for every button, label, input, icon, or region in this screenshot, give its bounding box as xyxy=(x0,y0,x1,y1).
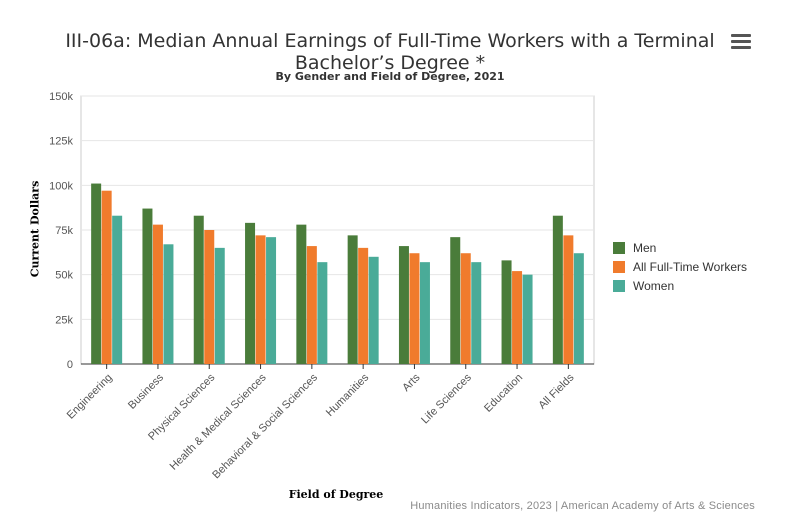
x-tick-label: Behavioral & Social Sciences xyxy=(210,371,320,481)
bar xyxy=(214,247,225,364)
bar xyxy=(512,271,523,364)
bar xyxy=(142,208,153,364)
x-tick-label: Arts xyxy=(400,371,423,394)
bar xyxy=(204,230,215,364)
bar xyxy=(419,262,430,364)
bar xyxy=(296,224,307,364)
chart-title: III-06a: Median Annual Earnings of Full-… xyxy=(65,30,715,74)
bar xyxy=(266,237,277,364)
legend-label-all: All Full-Time Workers xyxy=(633,259,748,274)
bar xyxy=(450,237,461,364)
credits[interactable]: Humanities Indicators, 2023 | American A… xyxy=(410,500,755,512)
bar xyxy=(471,262,482,364)
y-tick-label: 25k xyxy=(55,314,73,326)
bar xyxy=(501,260,512,364)
legend-label-women: Women xyxy=(633,278,675,293)
bar xyxy=(163,244,174,364)
bar xyxy=(245,222,256,364)
bar xyxy=(317,262,328,364)
bar xyxy=(563,235,574,364)
x-axis-label: Field of Degree xyxy=(288,488,384,501)
bar xyxy=(306,246,317,364)
bar xyxy=(460,253,471,364)
bar xyxy=(101,190,112,364)
legend-item-all[interactable]: All Full-Time Workers xyxy=(613,257,747,276)
bar xyxy=(522,274,533,364)
bar xyxy=(398,246,409,364)
y-axis-label: Current Dollars xyxy=(28,180,42,278)
bar xyxy=(152,224,163,364)
bar xyxy=(368,256,379,364)
y-tick-label: 100k xyxy=(49,180,73,192)
legend-swatch-all xyxy=(613,260,625,273)
bar xyxy=(552,215,563,364)
legend-swatch-men xyxy=(613,241,625,254)
bar xyxy=(193,215,204,364)
bar xyxy=(358,247,369,364)
x-tick-label: Business xyxy=(126,371,166,411)
legend-item-men[interactable]: Men xyxy=(613,238,747,257)
bar xyxy=(112,215,123,364)
x-tick-label: All Fields xyxy=(536,371,576,411)
y-tick-label: 150k xyxy=(49,91,73,103)
hamburger-menu-icon[interactable] xyxy=(731,34,751,50)
legend-swatch-women xyxy=(613,279,625,292)
x-tick-label: Engineering xyxy=(65,372,115,422)
x-tick-label: Life Sciences xyxy=(419,371,474,426)
y-tick-label: 0 xyxy=(67,359,73,371)
bar xyxy=(409,253,420,364)
x-tick-label: Health & Medical Sciences xyxy=(168,371,269,472)
y-tick-label: 75k xyxy=(55,225,73,237)
bar xyxy=(347,235,358,364)
legend-item-women[interactable]: Women xyxy=(613,276,747,295)
x-tick-label: Humanities xyxy=(324,371,372,419)
x-tick-label: Education xyxy=(482,372,525,415)
bar xyxy=(573,253,584,364)
legend-label-men: Men xyxy=(633,240,657,255)
bar xyxy=(91,183,102,364)
legend: Men All Full-Time Workers Women xyxy=(613,238,747,295)
y-tick-label: 125k xyxy=(49,136,73,148)
y-tick-label: 50k xyxy=(55,270,73,282)
chart-subtitle: By Gender and Field of Degree, 2021 xyxy=(275,70,505,83)
bar xyxy=(255,235,266,364)
